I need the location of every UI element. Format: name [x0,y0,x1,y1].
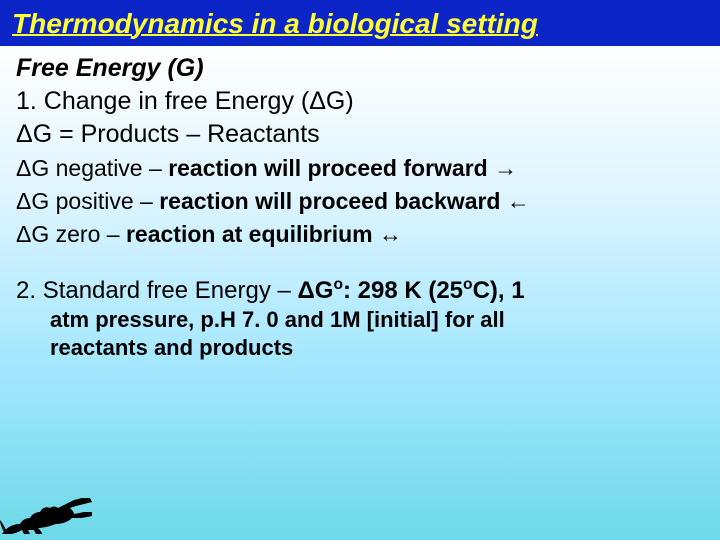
delta-g-rules: ΔG negative – reaction will proceed forw… [16,155,704,248]
conditions-line3: reactants and products [16,334,704,362]
rule-bold: reaction will proceed forward → [168,155,517,181]
standard-lead: Standard free Energy – [43,277,298,304]
conditions-line2: atm pressure, p.H 7. 0 and 1M [initial] … [16,306,704,334]
rule-prefix: ΔG negative – [16,155,168,181]
rule-positive: ΔG positive – reaction will proceed back… [16,188,704,215]
rule-prefix: ΔG zero – [16,221,126,247]
item-number: 2. [16,277,43,304]
rule-bold: reaction at equilibrium ↔ [126,221,402,247]
slide-body: Free Energy (G) 1. Change in free Energy… [0,46,720,361]
free-energy-heading: Free Energy (G) [16,54,704,83]
cond-part2: C), 1 [473,277,525,304]
dg-text: ΔG [298,277,334,304]
alligator-icon [0,484,96,540]
rule-prefix: ΔG positive – [16,188,159,214]
rule-negative: ΔG negative – reaction will proceed forw… [16,155,704,182]
dg-sup: o [333,276,343,293]
cond-sup: o [463,276,473,293]
title-bar: Thermodynamics in a biological setting [0,0,720,46]
formula-line: ΔG = Products – Reactants [16,120,704,149]
slide-title: Thermodynamics in a biological setting [12,8,538,39]
rule-bold: reaction will proceed backward ← [159,188,530,214]
dg-label: ΔGo: 298 K (25oC), 1 [298,277,525,304]
cond-part1: : 298 K (25 [343,277,463,304]
rule-zero: ΔG zero – reaction at equilibrium ↔ [16,221,704,248]
standard-free-energy: 2. Standard free Energy – ΔGo: 298 K (25… [16,276,704,361]
change-line: 1. Change in free Energy (ΔG) [16,87,704,116]
